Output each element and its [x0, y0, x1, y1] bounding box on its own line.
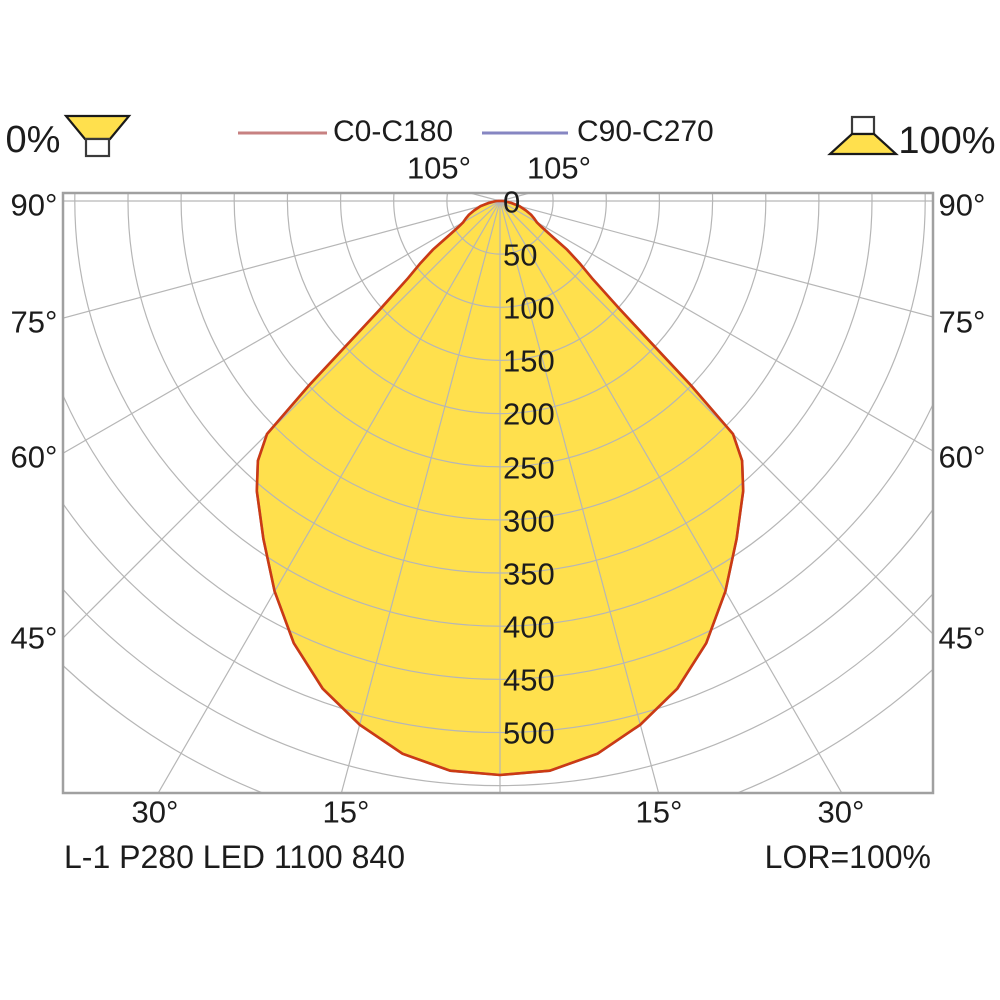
angle-grid-ray: [499, 200, 932, 634]
radial-tick-400: 400: [503, 609, 555, 645]
luminaire-body-square-up: [84, 137, 111, 158]
right-angle-label-75: 75°: [938, 304, 986, 340]
bottom-angle-label-15-left: 15°: [322, 794, 370, 830]
angle-grid-ray: [64, 200, 501, 638]
bottom-angle-label-30-left: 30°: [131, 794, 179, 830]
angle-grid-ray: [64, 200, 501, 319]
bottom-angle-label-30-right: 30°: [817, 794, 865, 830]
right-angle-label-60: 60°: [938, 439, 986, 475]
top-angle-label-105-left: 105°: [406, 150, 472, 186]
radial-tick-350: 350: [503, 556, 555, 592]
radial-tick-50: 50: [503, 237, 538, 273]
radial-tick-200: 200: [503, 396, 555, 432]
angle-grid-ray: [64, 200, 501, 454]
angle-grid-ray: [499, 200, 842, 792]
left-angle-label-60: 60°: [10, 439, 58, 475]
radial-tick-300: 300: [503, 503, 555, 539]
radial-tick-250: 250: [503, 450, 555, 486]
luminaire-light-down-icon: [827, 132, 899, 156]
right-angle-label-45: 45°: [938, 620, 986, 656]
left-angle-label-45: 45°: [10, 620, 58, 656]
legend-label-c0-c180: C0-C180: [333, 115, 454, 148]
polar-grid: [64, 194, 932, 792]
radial-tick-100: 100: [503, 290, 555, 326]
light-output-ratio: LOR=100%: [764, 839, 931, 875]
radial-tick-150: 150: [503, 343, 555, 379]
chart-frame-border: [61, 191, 935, 795]
radial-tick-0: 0: [503, 184, 521, 220]
bottom-angle-label-15-right: 15°: [635, 794, 683, 830]
uplight-percentage: 0%: [5, 119, 61, 161]
downlight-percentage: 100%: [898, 120, 996, 162]
curve-c0-c180: [255, 199, 745, 777]
luminaire-light-up-icon: [63, 114, 132, 141]
legend-label-c90-c270: C90-C270: [577, 115, 714, 148]
top-angle-label-105-right: 105°: [526, 150, 592, 186]
luminaire-designation: L-1 P280 LED 1100 840: [64, 839, 405, 875]
luminaire-body-square-down: [850, 115, 876, 136]
angle-grid-ray: [499, 200, 932, 318]
angle-grid-ray: [341, 200, 501, 792]
angle-grid-ray: [499, 200, 659, 792]
radial-tick-450: 450: [503, 662, 555, 698]
right-angle-label-90: 90°: [938, 187, 986, 223]
left-angle-label-90: 90°: [10, 187, 58, 223]
radial-tick-500: 500: [503, 715, 555, 751]
left-angle-label-75: 75°: [10, 304, 58, 340]
angle-grid-ray: [499, 200, 932, 452]
angle-grid-ray: [158, 200, 501, 792]
